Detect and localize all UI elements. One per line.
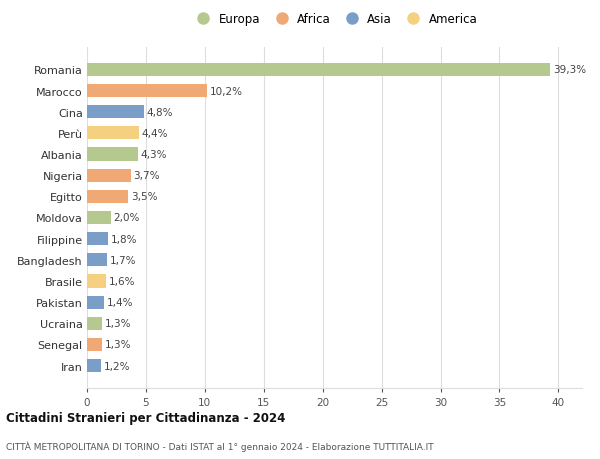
Text: 3,7%: 3,7% bbox=[134, 171, 160, 181]
Text: Cittadini Stranieri per Cittadinanza - 2024: Cittadini Stranieri per Cittadinanza - 2… bbox=[6, 412, 286, 425]
Bar bbox=[87, 212, 110, 224]
Text: 1,7%: 1,7% bbox=[110, 255, 136, 265]
Bar bbox=[87, 254, 107, 267]
Text: 2,0%: 2,0% bbox=[113, 213, 140, 223]
Text: CITTÀ METROPOLITANA DI TORINO - Dati ISTAT al 1° gennaio 2024 - Elaborazione TUT: CITTÀ METROPOLITANA DI TORINO - Dati IST… bbox=[6, 440, 434, 451]
Text: 1,8%: 1,8% bbox=[111, 234, 137, 244]
Text: 1,3%: 1,3% bbox=[105, 340, 132, 350]
Bar bbox=[87, 169, 131, 182]
Bar bbox=[87, 296, 104, 309]
Text: 3,5%: 3,5% bbox=[131, 192, 158, 202]
Bar bbox=[87, 85, 207, 98]
Bar bbox=[87, 190, 128, 203]
Text: 1,3%: 1,3% bbox=[105, 319, 132, 329]
Bar bbox=[87, 106, 143, 119]
Bar bbox=[87, 359, 101, 372]
Text: 4,4%: 4,4% bbox=[142, 129, 169, 139]
Text: 4,3%: 4,3% bbox=[140, 150, 167, 160]
Bar bbox=[87, 338, 103, 351]
Text: 10,2%: 10,2% bbox=[210, 86, 243, 96]
Bar bbox=[87, 127, 139, 140]
Text: 39,3%: 39,3% bbox=[553, 65, 586, 75]
Bar bbox=[87, 275, 106, 288]
Text: 1,2%: 1,2% bbox=[104, 361, 131, 371]
Bar bbox=[87, 233, 108, 246]
Bar bbox=[87, 317, 103, 330]
Bar bbox=[87, 64, 550, 77]
Bar bbox=[87, 148, 137, 161]
Text: 1,4%: 1,4% bbox=[106, 297, 133, 308]
Text: 1,6%: 1,6% bbox=[109, 276, 136, 286]
Text: 4,8%: 4,8% bbox=[146, 107, 173, 118]
Legend: Europa, Africa, Asia, America: Europa, Africa, Asia, America bbox=[188, 10, 481, 30]
